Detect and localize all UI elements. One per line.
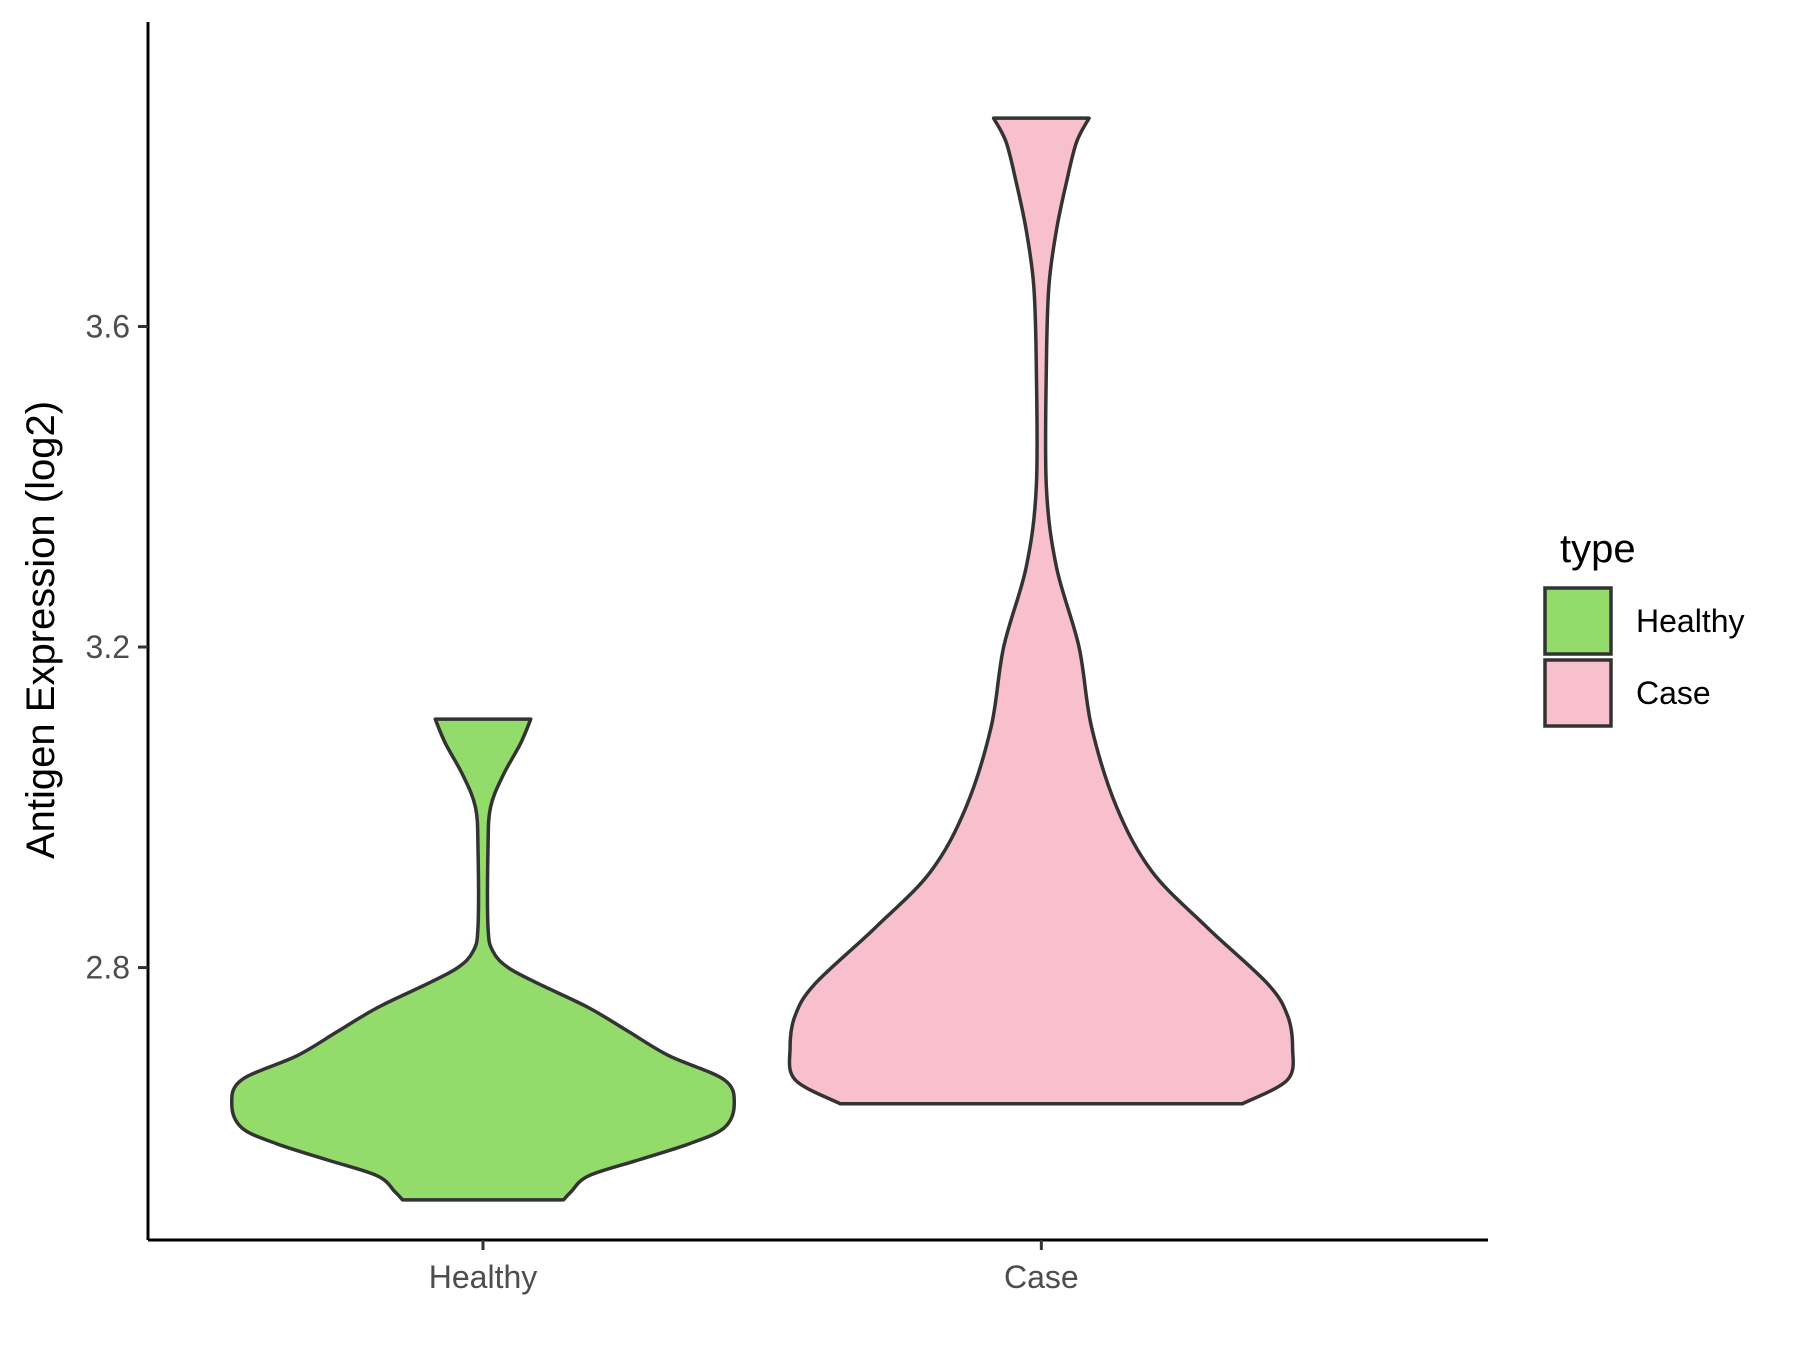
legend-items: Healthy Case: [1543, 586, 1745, 728]
legend: type Healthy Case: [1543, 527, 1745, 728]
violin-case: [787, 116, 1295, 1106]
legend-title: type: [1560, 527, 1636, 571]
y-tick-label: 3.2: [86, 629, 130, 665]
y-tick-label: 2.8: [86, 950, 130, 986]
legend-label-healthy: Healthy: [1636, 603, 1745, 639]
y-axis-title: Antigen Expression (log2): [19, 401, 63, 859]
x-tick-label: Healthy: [429, 1259, 538, 1295]
legend-label-case: Case: [1636, 675, 1711, 711]
violins: [229, 116, 1295, 1202]
y-tick-label: 3.6: [86, 309, 130, 345]
legend-key-healthy: [1543, 586, 1613, 656]
x-ticks: Healthy Case: [429, 1240, 1079, 1295]
y-ticks: 2.8 3.2 3.6: [86, 309, 148, 986]
violin-healthy: [229, 717, 737, 1202]
legend-key-case: [1543, 658, 1613, 728]
x-tick-label: Case: [1004, 1259, 1079, 1295]
axes: 2.8 3.2 3.6 Healthy Case: [86, 22, 1488, 1295]
